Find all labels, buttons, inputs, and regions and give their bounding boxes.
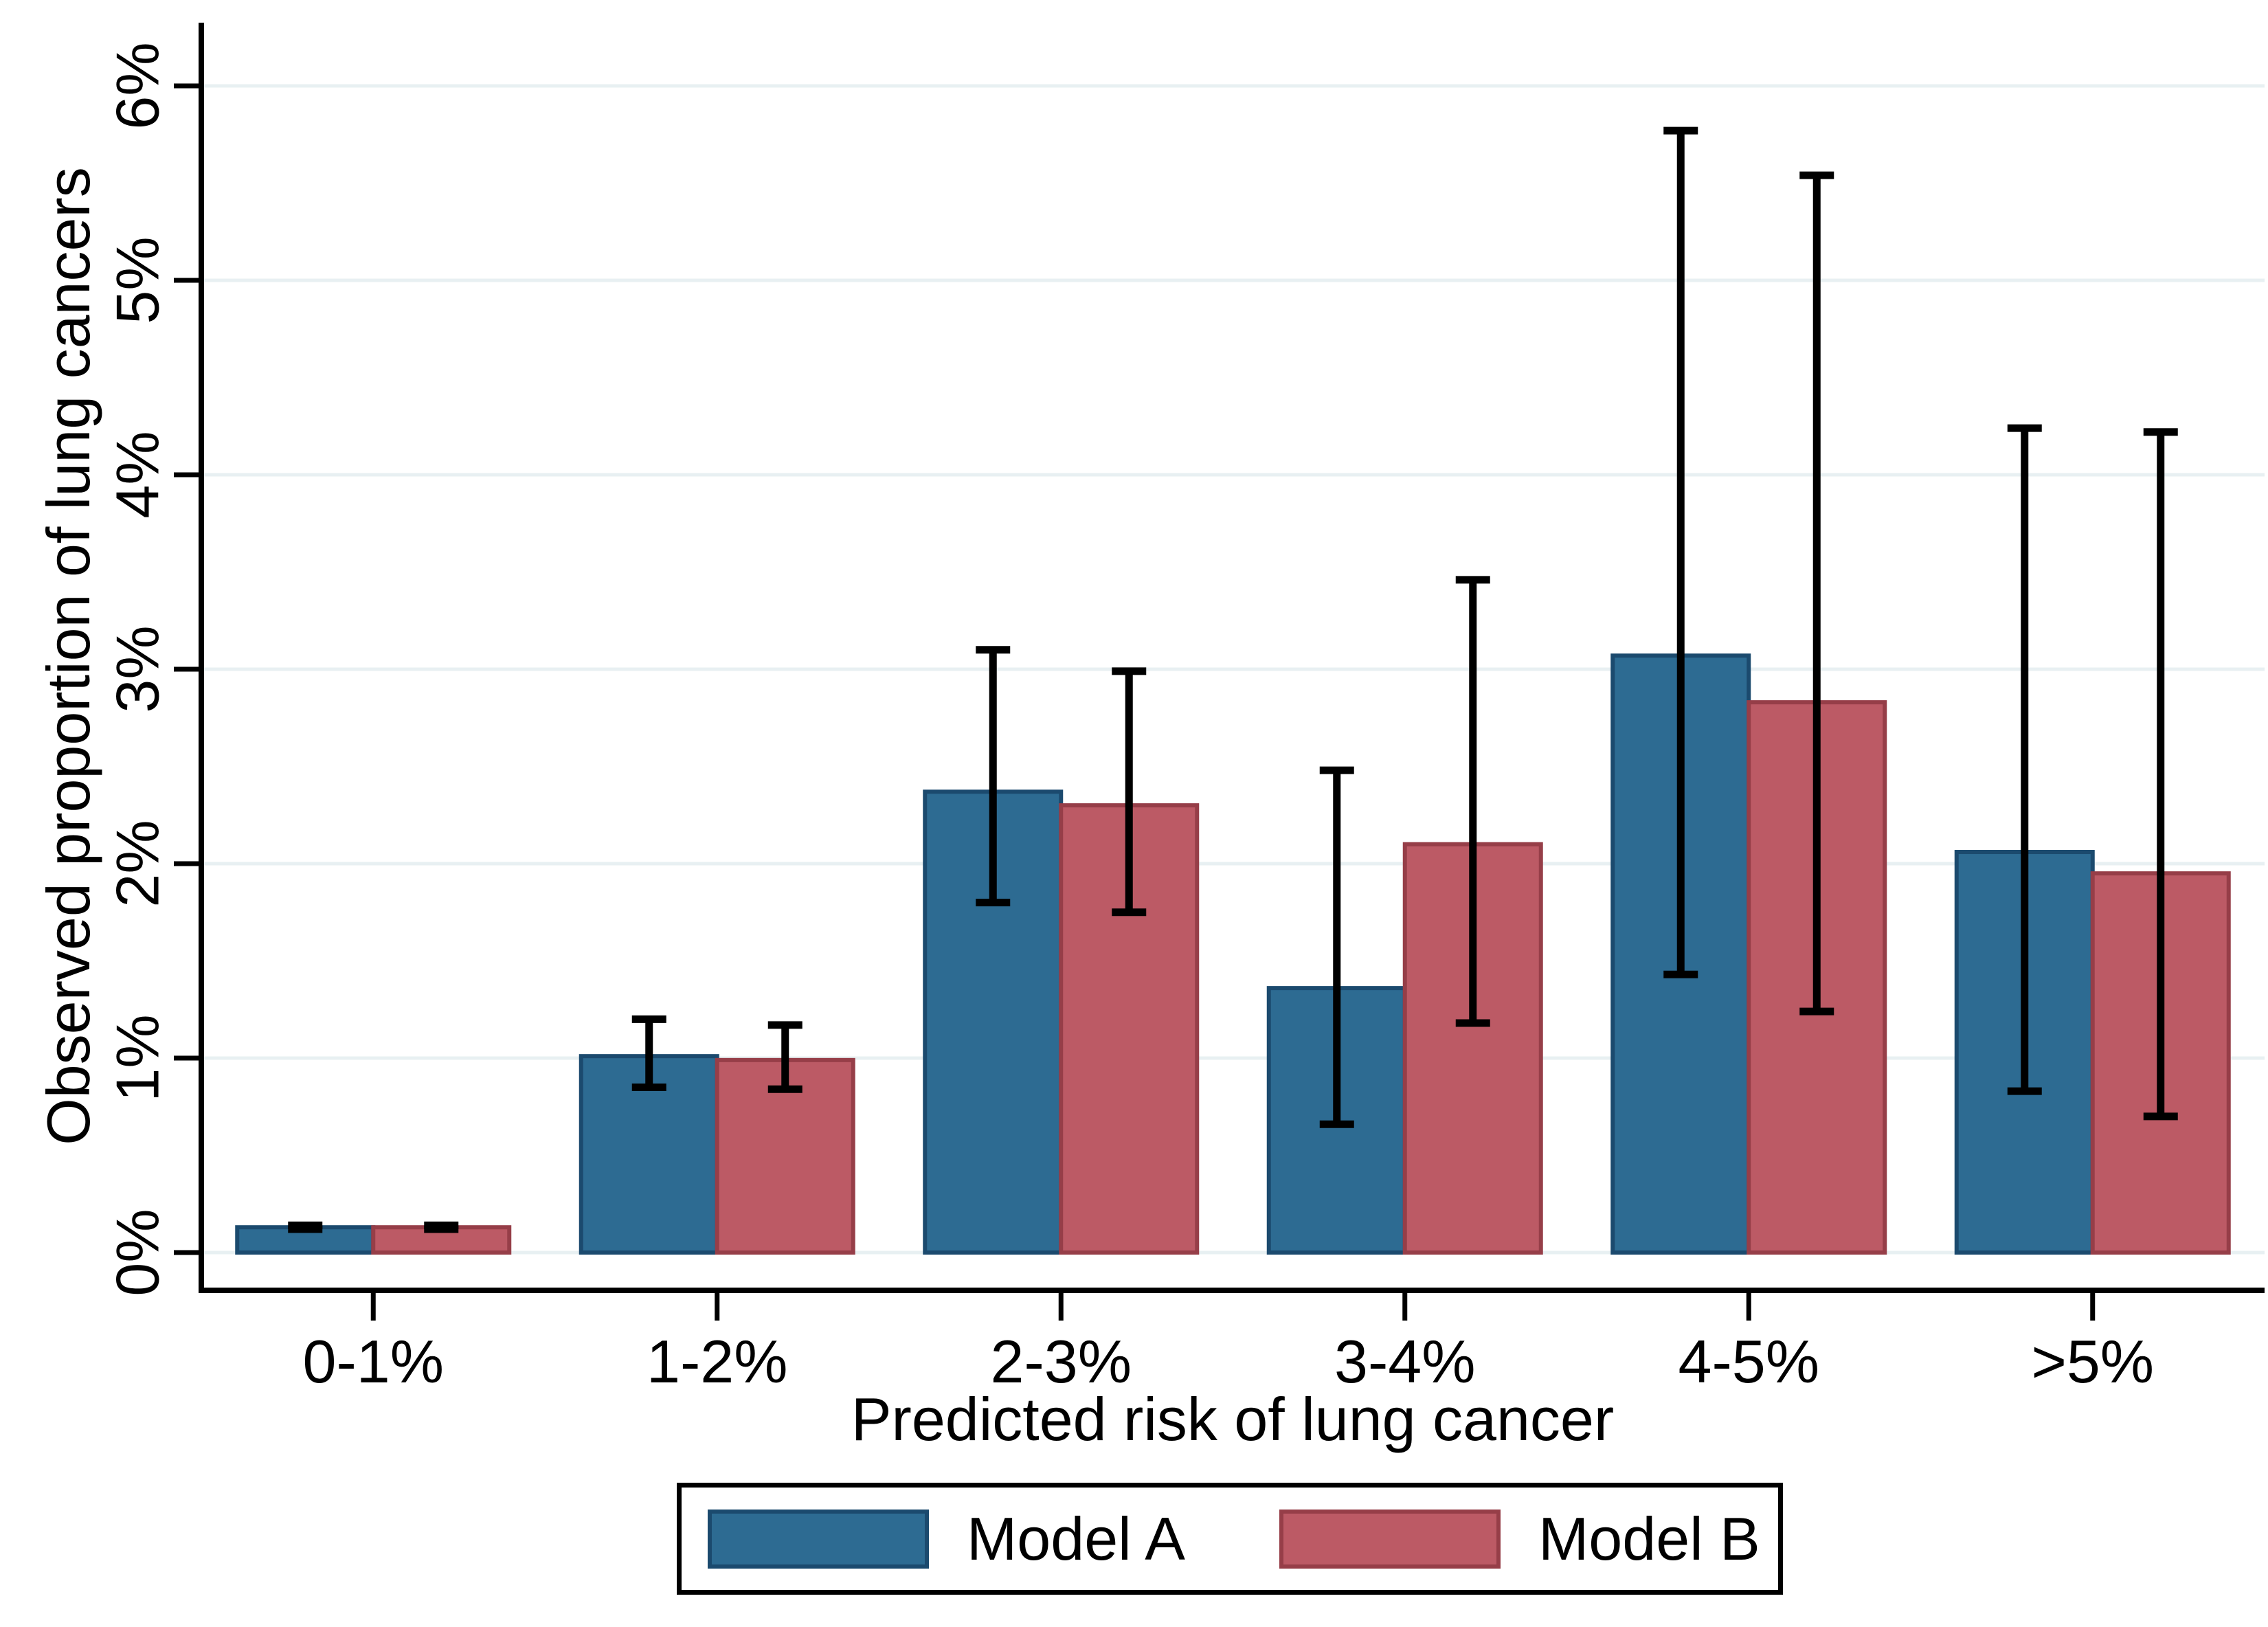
- y-tick-label: 2%: [104, 820, 172, 907]
- x-tick-label: 2-3%: [991, 1327, 1132, 1395]
- legend-swatch-model-a: [708, 1509, 929, 1569]
- y-axis-title: Observed proportion of lung cancers: [34, 167, 102, 1145]
- x-tick-label: 4-5%: [1678, 1327, 1819, 1395]
- legend-label-model-a: Model A: [967, 1504, 1185, 1573]
- x-axis-title: Predicted risk of lung cancer: [851, 1385, 1615, 1453]
- legend-label-model-b: Model B: [1538, 1504, 1760, 1573]
- y-tick-label: 3%: [104, 625, 172, 712]
- y-tick-label: 1%: [104, 1014, 172, 1101]
- y-tick-label: 6%: [104, 42, 172, 129]
- x-tick-label: >5%: [2031, 1327, 2154, 1395]
- x-tick-label: 3-4%: [1334, 1327, 1475, 1395]
- bar-model-b-1-2%: [715, 1057, 855, 1255]
- legend-box: Model A Model B: [677, 1483, 1783, 1595]
- x-tick-label: 1-2%: [647, 1327, 787, 1395]
- y-tick-label: 5%: [104, 236, 172, 324]
- x-tick-label: 0-1%: [303, 1327, 444, 1395]
- y-tick-label: 4%: [104, 431, 172, 518]
- y-tick-label: 0%: [104, 1209, 172, 1296]
- legend-swatch-model-b: [1279, 1509, 1501, 1569]
